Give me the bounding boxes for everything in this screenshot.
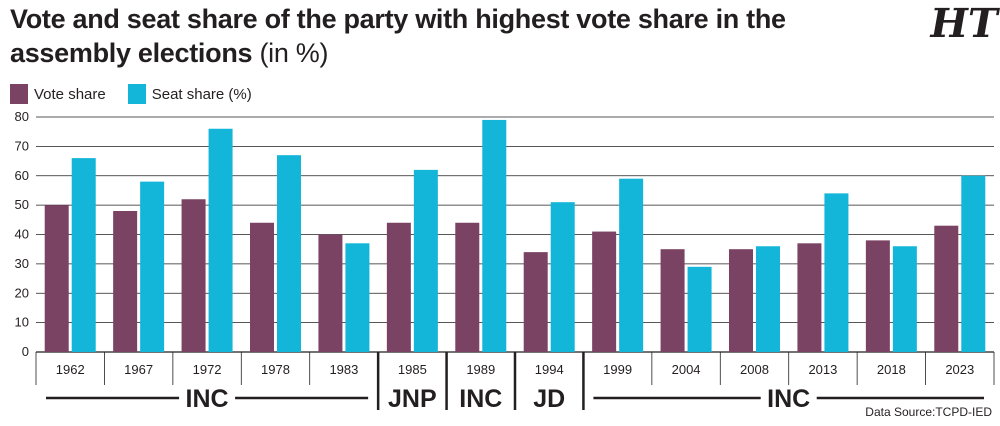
bar-seat-share <box>619 178 644 352</box>
bar-vote-share <box>386 222 411 352</box>
legend-swatch-vote-share <box>10 84 28 104</box>
bar-vote-share <box>181 199 206 352</box>
x-tick-label: 1967 <box>124 362 153 377</box>
bar-seat-share <box>140 181 165 352</box>
x-tick-label: 1994 <box>535 362 564 377</box>
chart-title: Vote and seat share of the party with hi… <box>10 2 910 70</box>
x-tick-label: 1999 <box>603 362 632 377</box>
data-source: Data Source:TCPD-IED <box>865 405 992 419</box>
x-tick-label: 2004 <box>672 362 701 377</box>
x-tick-label: 1983 <box>329 362 358 377</box>
bar-vote-share <box>113 211 138 352</box>
bar-seat-share <box>345 243 370 352</box>
x-tick-label: 2013 <box>808 362 837 377</box>
bar-seat-share <box>961 175 986 352</box>
bar-vote-share <box>797 243 822 352</box>
bar-seat-share <box>71 158 96 352</box>
y-tick-label: 80 <box>15 109 29 124</box>
legend-item-vote-share: Vote share <box>10 84 106 104</box>
bar-vote-share <box>729 249 753 352</box>
bar-seat-share <box>550 202 575 352</box>
title-main: Vote and seat share of the party with hi… <box>10 4 786 68</box>
legend: Vote share Seat share (%) <box>10 83 274 105</box>
bar-seat-share <box>277 155 301 352</box>
y-tick-label: 70 <box>15 138 29 153</box>
bar-seat-share <box>892 246 917 352</box>
y-tick-label: 20 <box>15 285 29 300</box>
bar-seat-share <box>756 246 780 352</box>
party-label: INC <box>767 385 810 413</box>
x-tick-label: 1962 <box>56 362 85 377</box>
x-tick-label: 2023 <box>945 362 974 377</box>
x-tick-label: 2018 <box>877 362 906 377</box>
bar-vote-share <box>523 252 548 352</box>
ht-logo: HT <box>925 0 1000 47</box>
y-tick-label: 0 <box>22 344 29 359</box>
y-tick-label: 30 <box>15 256 29 271</box>
x-tick-label: 1989 <box>466 362 495 377</box>
y-tick-label: 60 <box>15 168 29 183</box>
bar-vote-share <box>592 231 617 352</box>
bar-seat-share <box>208 128 233 352</box>
y-tick-label: 10 <box>15 315 29 330</box>
bar-vote-share <box>250 222 274 352</box>
x-tick-label: 1972 <box>193 362 222 377</box>
bar-vote-share <box>934 225 959 352</box>
y-tick-label: 40 <box>15 227 29 242</box>
bar-seat-share <box>413 169 438 352</box>
party-label: INC <box>186 385 229 413</box>
bar-vote-share <box>455 222 480 352</box>
party-label: JD <box>533 385 565 413</box>
legend-swatch-seat-share <box>127 84 146 104</box>
x-tick-label: 1978 <box>261 362 290 377</box>
party-label: JNP <box>388 385 437 413</box>
y-tick-label: 50 <box>15 197 29 212</box>
x-tick-label: 2008 <box>740 362 769 377</box>
party-label: INC <box>459 385 502 413</box>
x-tick-label: 1985 <box>398 362 427 377</box>
bar-vote-share <box>865 240 890 352</box>
bar-vote-share <box>44 205 69 352</box>
bar-vote-share <box>660 249 685 352</box>
bar-vote-share <box>318 234 343 352</box>
legend-label-seat-share: Seat share (%) <box>151 85 252 103</box>
bar-seat-share <box>824 193 849 352</box>
bar-seat-share <box>687 266 712 352</box>
legend-label-vote-share: Vote share <box>34 85 106 103</box>
legend-item-seat-share: Seat share (%) <box>127 84 252 104</box>
title-unit: (in %) <box>259 38 329 68</box>
bar-seat-share <box>482 119 507 352</box>
